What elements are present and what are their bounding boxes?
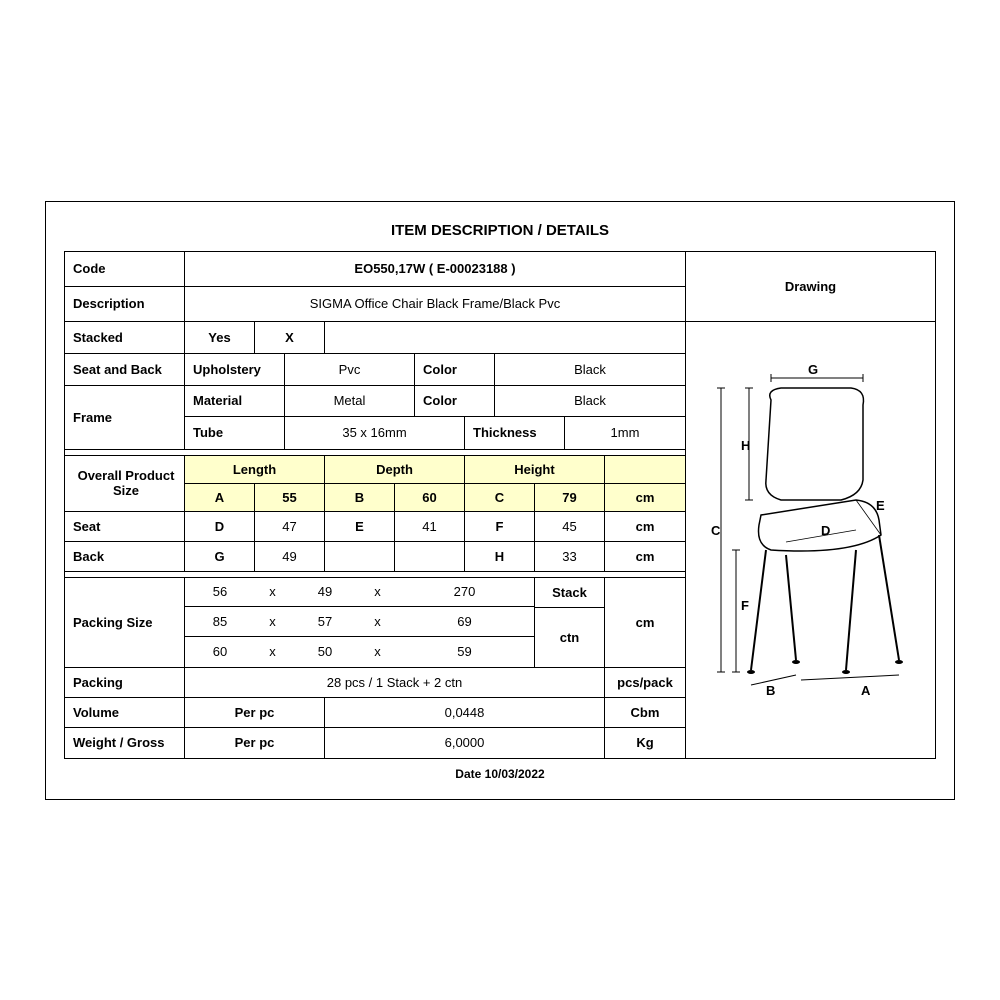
p2a: 85 bbox=[185, 607, 255, 636]
value-color2: Black bbox=[495, 386, 685, 417]
p2x1: x bbox=[255, 607, 290, 636]
drawing-column: Drawing bbox=[685, 252, 935, 758]
label-description: Description bbox=[65, 287, 185, 321]
value-description: SIGMA Office Chair Black Frame/Black Pvc bbox=[185, 287, 685, 321]
unit-cm4: cm bbox=[605, 578, 685, 667]
svg-text:A: A bbox=[861, 683, 871, 698]
label-stack: Stack bbox=[535, 578, 604, 608]
dim-blank2 bbox=[395, 542, 465, 571]
p2c: 69 bbox=[395, 607, 534, 636]
p1c: 270 bbox=[395, 578, 534, 607]
svg-text:C: C bbox=[711, 523, 721, 538]
dim-Ev: 41 bbox=[395, 512, 465, 541]
spec-table: Code EO550,17W ( E-00023188 ) Descriptio… bbox=[65, 252, 685, 758]
label-packing: Packing bbox=[65, 668, 185, 697]
hdr-height: Height bbox=[465, 456, 605, 483]
dim-H: H bbox=[465, 542, 535, 571]
dim-Cv: 79 bbox=[535, 484, 605, 511]
p2x2: x bbox=[360, 607, 395, 636]
stacked-x: X bbox=[255, 322, 325, 353]
value-thickness: 1mm bbox=[565, 417, 685, 448]
dim-Hv: 33 bbox=[535, 542, 605, 571]
unit-cm2: cm bbox=[605, 512, 685, 541]
hdr-length: Length bbox=[185, 456, 325, 483]
main-grid: Code EO550,17W ( E-00023188 ) Descriptio… bbox=[64, 251, 936, 759]
label-ctn: ctn bbox=[535, 608, 604, 667]
value-material: Metal bbox=[285, 386, 415, 417]
label-color1: Color bbox=[415, 354, 495, 385]
label-tube: Tube bbox=[185, 417, 285, 448]
stacked-blank bbox=[325, 322, 685, 353]
label-code: Code bbox=[65, 252, 185, 286]
p3c: 59 bbox=[395, 637, 534, 667]
dim-B: B bbox=[325, 484, 395, 511]
label-volume: Volume bbox=[65, 698, 185, 727]
label-color2: Color bbox=[415, 386, 495, 417]
chair-diagram-icon: G C H F D bbox=[701, 360, 921, 720]
unit-cm1: cm bbox=[605, 484, 685, 511]
label-thickness: Thickness bbox=[465, 417, 565, 448]
unit-pcspack: pcs/pack bbox=[605, 668, 685, 697]
dim-G: G bbox=[185, 542, 255, 571]
label-packing-size: Packing Size bbox=[65, 578, 185, 667]
hdr-unit bbox=[605, 456, 685, 483]
p1a: 56 bbox=[185, 578, 255, 607]
dim-Fv: 45 bbox=[535, 512, 605, 541]
p1x1: x bbox=[255, 578, 290, 607]
drawing-area: G C H F D bbox=[686, 322, 935, 758]
label-seat: Seat bbox=[65, 512, 185, 541]
label-upholstery: Upholstery bbox=[185, 354, 285, 385]
p3x2: x bbox=[360, 637, 395, 667]
dim-Bv: 60 bbox=[395, 484, 465, 511]
stacked-yes: Yes bbox=[185, 322, 255, 353]
dim-D: D bbox=[185, 512, 255, 541]
drawing-header: Drawing bbox=[686, 252, 935, 322]
label-seat-back: Seat and Back bbox=[65, 354, 185, 385]
svg-text:B: B bbox=[766, 683, 775, 698]
p3b: 50 bbox=[290, 637, 360, 667]
dim-Gv: 49 bbox=[255, 542, 325, 571]
value-code: EO550,17W ( E-00023188 ) bbox=[185, 252, 685, 286]
p3a: 60 bbox=[185, 637, 255, 667]
p1b: 49 bbox=[290, 578, 360, 607]
value-packing: 28 pcs / 1 Stack + 2 ctn bbox=[185, 668, 605, 697]
value-tube: 35 x 16mm bbox=[285, 417, 465, 448]
label-frame: Frame bbox=[65, 386, 185, 449]
dim-Dv: 47 bbox=[255, 512, 325, 541]
label-back: Back bbox=[65, 542, 185, 571]
p1x2: x bbox=[360, 578, 395, 607]
label-overall: Overall Product Size bbox=[65, 456, 185, 511]
dim-A: A bbox=[185, 484, 255, 511]
p2b: 57 bbox=[290, 607, 360, 636]
unit-cm3: cm bbox=[605, 542, 685, 571]
value-volume: 0,0448 bbox=[325, 698, 605, 727]
label-material: Material bbox=[185, 386, 285, 417]
date-footer: Date 10/03/2022 bbox=[64, 759, 936, 789]
unit-cbm: Cbm bbox=[605, 698, 685, 727]
p3x1: x bbox=[255, 637, 290, 667]
hdr-depth: Depth bbox=[325, 456, 465, 483]
svg-text:G: G bbox=[807, 362, 817, 377]
svg-text:F: F bbox=[741, 598, 749, 613]
dim-F: F bbox=[465, 512, 535, 541]
value-color1: Black bbox=[495, 354, 685, 385]
page-title: ITEM DESCRIPTION / DETAILS bbox=[64, 222, 936, 239]
dim-C: C bbox=[465, 484, 535, 511]
perpc1: Per pc bbox=[185, 698, 325, 727]
dim-blank1 bbox=[325, 542, 395, 571]
dim-E: E bbox=[325, 512, 395, 541]
dim-Av: 55 bbox=[255, 484, 325, 511]
spec-sheet: ITEM DESCRIPTION / DETAILS Code EO550,17… bbox=[45, 201, 955, 800]
svg-text:E: E bbox=[876, 498, 885, 513]
unit-kg: Kg bbox=[605, 728, 685, 758]
value-weight: 6,0000 bbox=[325, 728, 605, 758]
perpc2: Per pc bbox=[185, 728, 325, 758]
label-stacked: Stacked bbox=[65, 322, 185, 353]
label-weight: Weight / Gross bbox=[65, 728, 185, 758]
value-upholstery: Pvc bbox=[285, 354, 415, 385]
